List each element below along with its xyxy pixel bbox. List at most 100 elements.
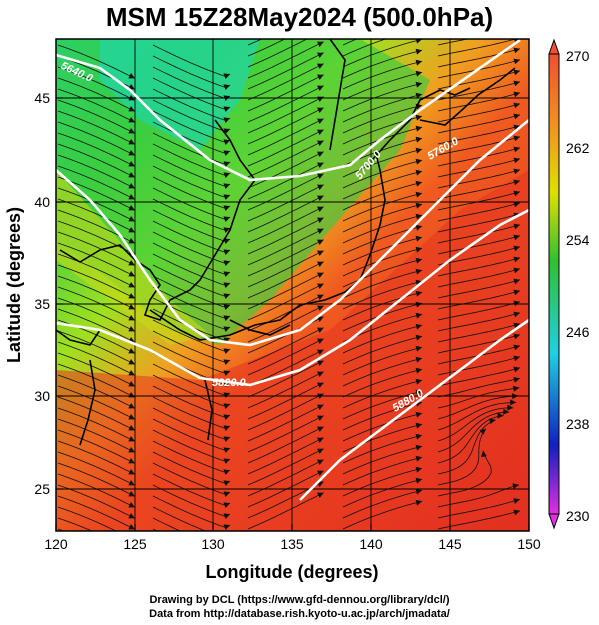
streamline-arrowhead	[223, 414, 231, 420]
streamline-arrowhead	[128, 161, 135, 167]
streamline	[437, 428, 487, 486]
coldest-region	[100, 39, 260, 150]
streamline	[437, 290, 521, 310]
streamline-arrowhead	[128, 106, 135, 112]
streamline-arrowhead	[128, 513, 135, 519]
streamline	[152, 363, 231, 396]
streamline-arrowhead	[317, 206, 324, 212]
streamline	[57, 429, 136, 464]
streamline	[342, 445, 423, 475]
streamline-arrowhead	[223, 524, 231, 530]
streamline	[152, 242, 231, 275]
streamline-arrowhead	[317, 228, 324, 234]
streamline	[57, 121, 136, 156]
streamline-arrowhead	[223, 315, 231, 321]
streamline-arrowhead	[223, 425, 231, 431]
streamline-arrowhead	[223, 447, 231, 453]
streamline-arrowhead	[223, 458, 231, 464]
streamline-arrowhead	[415, 411, 423, 418]
streamline-arrowhead	[415, 180, 423, 187]
streamline	[342, 258, 423, 288]
streamline	[247, 129, 324, 167]
streamline	[57, 88, 136, 123]
streamline	[342, 478, 423, 508]
streamline	[342, 236, 423, 266]
streamline	[152, 110, 231, 143]
streamline-arrowhead	[128, 216, 135, 222]
streamline-arrowhead	[415, 191, 423, 198]
streamline	[247, 250, 324, 288]
streamline-arrowhead	[128, 425, 135, 431]
streamline	[437, 407, 514, 442]
streamline-arrowhead	[513, 498, 520, 504]
streamline-arrowhead	[223, 359, 231, 365]
streamline	[247, 459, 324, 497]
streamline	[152, 99, 231, 132]
streamline	[57, 330, 136, 365]
streamline	[437, 450, 492, 497]
streamline	[437, 395, 519, 420]
streamline	[152, 396, 231, 429]
streamline-arrowhead	[479, 428, 486, 435]
streamline-arrowhead	[223, 403, 231, 409]
streamline	[57, 396, 136, 431]
streamline-arrowhead	[223, 249, 231, 255]
streamline	[152, 506, 207, 531]
streamline-arrowhead	[513, 124, 520, 131]
wind-arrows	[128, 39, 520, 530]
streamline-arrowhead	[317, 305, 324, 311]
coastlines	[56, 39, 516, 446]
y-axis-label: Latitude (degrees)	[4, 207, 24, 363]
streamline	[152, 44, 231, 77]
streamline	[57, 374, 136, 409]
streamline-arrowhead	[128, 84, 135, 90]
y-tick-label: 40	[34, 194, 50, 210]
streamline-arrowhead	[128, 304, 135, 310]
x-tick-label: 140	[359, 536, 383, 552]
streamline-arrowhead	[317, 283, 324, 289]
streamline	[342, 346, 423, 376]
streamline	[247, 173, 324, 211]
streamline	[247, 206, 324, 244]
streamline-arrowhead	[223, 183, 231, 189]
streamline	[342, 489, 423, 519]
streamline-arrowhead	[317, 173, 324, 179]
streamline-arrowhead	[415, 202, 423, 209]
streamline-arrowhead	[317, 327, 324, 333]
streamline	[152, 77, 231, 110]
streamline	[342, 104, 423, 134]
streamline-arrowhead	[223, 436, 231, 442]
colorbar-top-arrow	[548, 38, 560, 55]
colorbar-labels: 270 262 254 246 238 230	[566, 48, 590, 524]
streamline-arrowhead	[223, 469, 231, 475]
streamline	[342, 39, 387, 57]
streamline-arrowhead	[513, 256, 520, 263]
streamline	[247, 107, 324, 145]
streamline	[152, 385, 231, 418]
streamline	[342, 456, 423, 486]
streamline-arrowhead	[415, 169, 423, 176]
streamline	[57, 165, 136, 200]
streamline-arrowhead	[513, 190, 520, 197]
streamline	[437, 268, 521, 288]
streamline	[437, 402, 517, 431]
streamline	[57, 77, 136, 112]
streamline-arrowhead	[513, 113, 520, 120]
streamline	[437, 235, 521, 255]
streamline-arrowhead	[513, 300, 520, 307]
colorbar-tick-label: 254	[566, 232, 590, 248]
streamline	[152, 330, 231, 363]
colorbar-bottom-arrow	[548, 513, 560, 530]
streamline	[57, 462, 136, 497]
streamline	[57, 440, 136, 475]
streamline	[57, 484, 136, 519]
streamline-arrowhead	[512, 483, 519, 489]
streamline	[152, 495, 231, 528]
streamline	[437, 213, 521, 233]
streamline-arrowhead	[223, 282, 231, 288]
streamline	[152, 374, 231, 407]
streamline-arrowhead	[128, 447, 135, 453]
streamline-arrowhead	[317, 349, 324, 355]
streamline-arrowhead	[415, 334, 423, 341]
colorbar-tick-label: 246	[566, 324, 590, 340]
